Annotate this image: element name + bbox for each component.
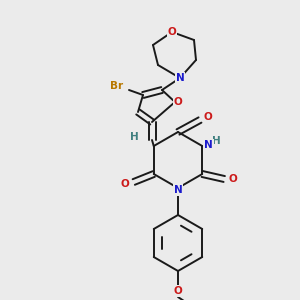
Text: H: H (212, 136, 220, 146)
Text: O: O (229, 174, 238, 184)
Text: N: N (204, 140, 213, 150)
Text: O: O (174, 97, 182, 107)
Text: O: O (204, 112, 212, 122)
Text: N: N (176, 73, 184, 83)
Text: O: O (174, 286, 182, 296)
Text: Br: Br (110, 81, 124, 91)
Text: O: O (168, 27, 176, 37)
Text: N: N (174, 185, 182, 195)
Text: H: H (130, 132, 138, 142)
Text: O: O (120, 179, 129, 189)
